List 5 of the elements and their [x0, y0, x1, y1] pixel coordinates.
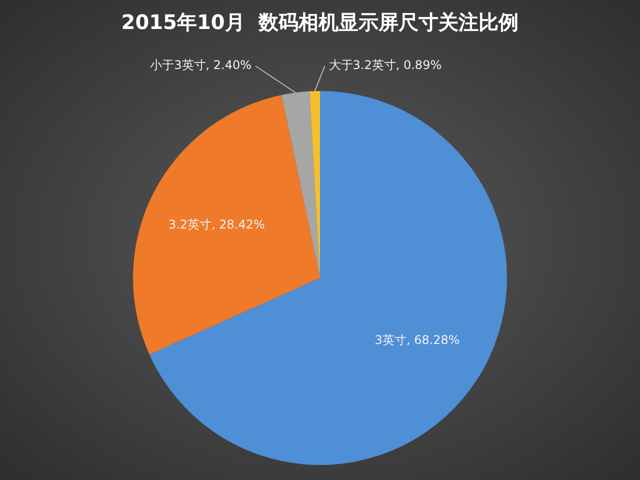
chart-title: 2015年10月 数码相机显示屏尺寸关注比例: [121, 10, 519, 34]
slice-label: 大于3.2英寸, 0.89%: [328, 58, 442, 72]
slice-label: 3.2英寸, 28.42%: [168, 218, 265, 232]
slice-label: 3英寸, 68.28%: [374, 333, 460, 348]
slice-label: 小于3英寸, 2.40%: [150, 58, 252, 72]
